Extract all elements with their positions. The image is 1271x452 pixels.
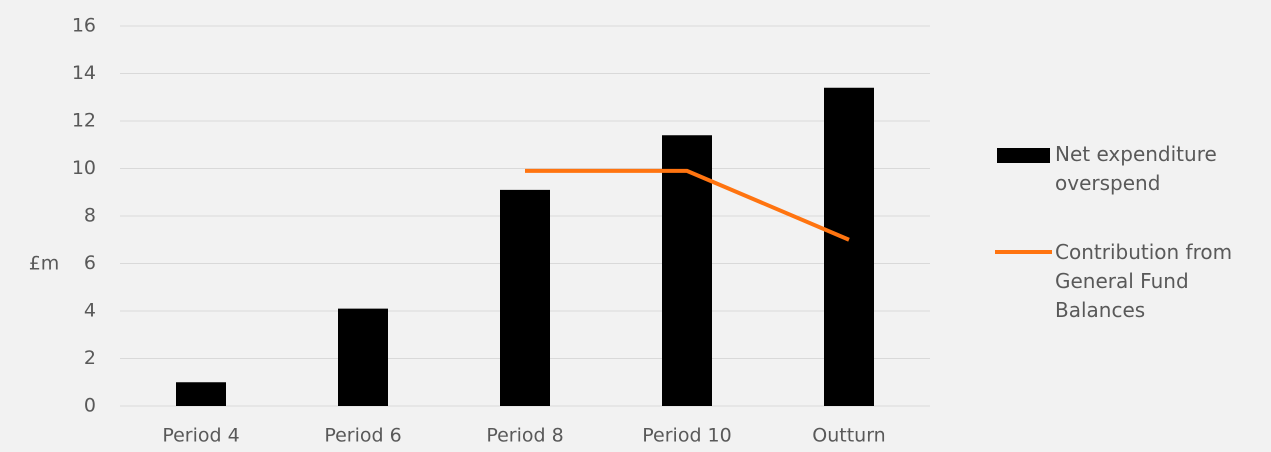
y-tick-label: 10 bbox=[72, 157, 96, 179]
y-tick-label: 12 bbox=[72, 110, 96, 132]
y-tick-label: 8 bbox=[84, 205, 96, 227]
y-tick-label: 0 bbox=[84, 395, 96, 417]
y-tick-label: 6 bbox=[84, 252, 96, 274]
y-tick-label: 4 bbox=[84, 300, 96, 322]
legend-label: Net expenditure overspend bbox=[1055, 142, 1217, 195]
bar bbox=[824, 87, 874, 406]
bar bbox=[500, 189, 550, 406]
y-axis-label: £m bbox=[29, 253, 60, 275]
x-tick-label: Outturn bbox=[812, 425, 885, 447]
line bbox=[525, 168, 850, 242]
bar bbox=[338, 308, 388, 406]
legend-marker bbox=[997, 148, 1050, 163]
x-tick-label: Period 4 bbox=[162, 425, 239, 447]
x-tick-label: Period 10 bbox=[642, 425, 731, 447]
bar bbox=[662, 135, 712, 406]
y-tick-label: 14 bbox=[72, 62, 96, 84]
y-tick-label: 2 bbox=[84, 347, 96, 369]
x-tick-label: Period 6 bbox=[324, 425, 401, 447]
legend-label: Contribution from General Fund Balances bbox=[1055, 240, 1233, 322]
y-tick-label: 16 bbox=[72, 15, 96, 37]
bar bbox=[176, 382, 226, 406]
x-tick-label: Period 8 bbox=[486, 425, 563, 447]
